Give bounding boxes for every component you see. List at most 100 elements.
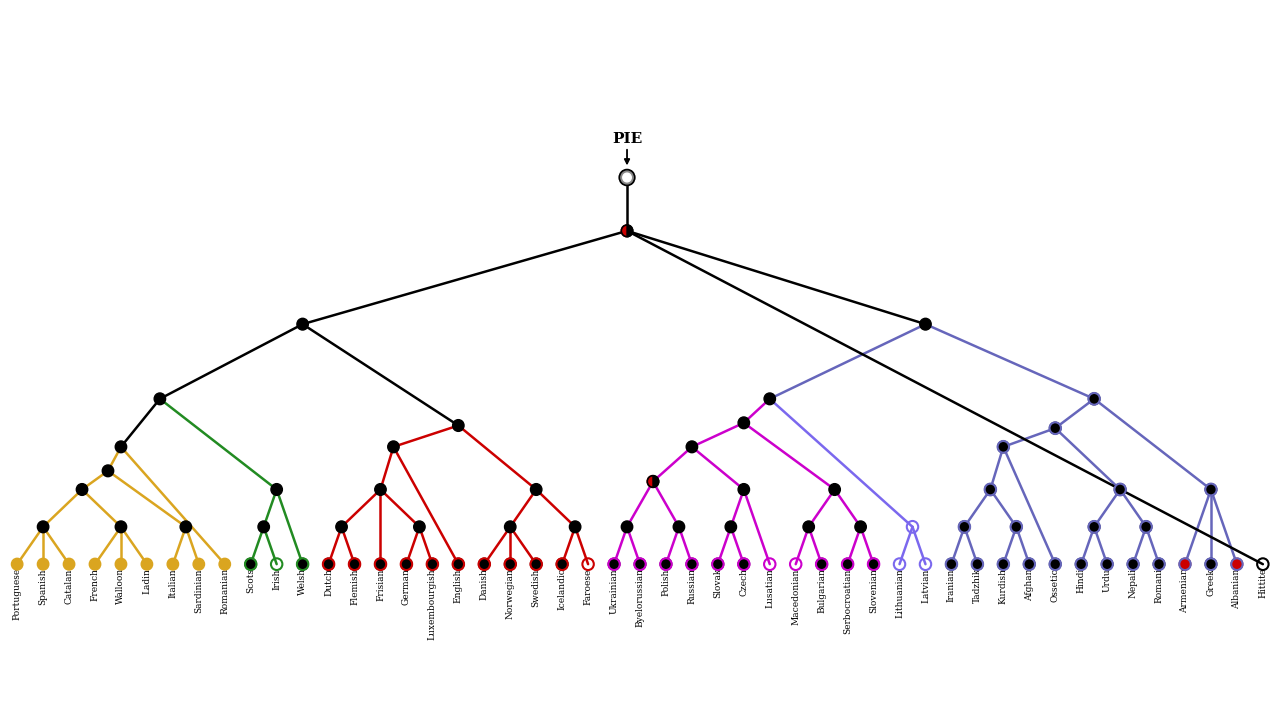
Circle shape bbox=[1050, 423, 1061, 434]
Circle shape bbox=[570, 521, 581, 533]
Circle shape bbox=[1140, 521, 1152, 533]
Circle shape bbox=[1179, 558, 1190, 570]
Text: Macedonian: Macedonian bbox=[791, 568, 800, 624]
Text: Danish: Danish bbox=[480, 568, 489, 600]
Circle shape bbox=[1231, 558, 1243, 570]
Circle shape bbox=[413, 521, 425, 533]
Text: Nepali: Nepali bbox=[1129, 568, 1138, 598]
Text: Italian: Italian bbox=[169, 568, 178, 598]
Circle shape bbox=[335, 521, 347, 533]
Text: Albanian: Albanian bbox=[1233, 568, 1242, 608]
Circle shape bbox=[1050, 558, 1061, 570]
Circle shape bbox=[997, 558, 1009, 570]
Circle shape bbox=[764, 393, 776, 405]
Text: Welsh: Welsh bbox=[298, 568, 307, 596]
Circle shape bbox=[37, 521, 49, 533]
Text: Russian: Russian bbox=[687, 568, 696, 604]
Circle shape bbox=[686, 558, 698, 570]
Circle shape bbox=[855, 521, 867, 533]
Circle shape bbox=[1088, 521, 1100, 533]
Text: Czech: Czech bbox=[740, 568, 749, 596]
Circle shape bbox=[1115, 483, 1126, 495]
Circle shape bbox=[115, 558, 127, 570]
Text: Tadzhik: Tadzhik bbox=[973, 568, 982, 603]
Text: Byelorussian: Byelorussian bbox=[635, 568, 645, 627]
Circle shape bbox=[453, 420, 465, 431]
Circle shape bbox=[453, 558, 465, 570]
Circle shape bbox=[323, 558, 334, 570]
Wedge shape bbox=[648, 475, 653, 488]
Circle shape bbox=[504, 521, 516, 533]
Circle shape bbox=[868, 558, 879, 570]
Text: Sardinian: Sardinian bbox=[195, 568, 204, 613]
Text: Swedish: Swedish bbox=[531, 568, 540, 606]
Circle shape bbox=[673, 521, 685, 533]
Circle shape bbox=[12, 558, 23, 570]
Circle shape bbox=[90, 558, 101, 570]
Text: French: French bbox=[91, 568, 100, 601]
Circle shape bbox=[1153, 558, 1165, 570]
Text: Catalan: Catalan bbox=[64, 568, 73, 603]
Text: Ossetic: Ossetic bbox=[1051, 568, 1060, 602]
Circle shape bbox=[154, 393, 165, 405]
Text: Faroese: Faroese bbox=[584, 568, 593, 605]
Circle shape bbox=[193, 558, 205, 570]
Circle shape bbox=[920, 318, 931, 330]
Circle shape bbox=[141, 558, 152, 570]
Text: Romanian: Romanian bbox=[220, 568, 229, 614]
Circle shape bbox=[972, 558, 983, 570]
Circle shape bbox=[388, 441, 399, 453]
Circle shape bbox=[712, 558, 723, 570]
Text: Ukrainian: Ukrainian bbox=[609, 568, 618, 613]
Circle shape bbox=[401, 558, 412, 570]
Circle shape bbox=[37, 558, 49, 570]
Circle shape bbox=[1011, 521, 1021, 533]
Text: Flemish: Flemish bbox=[349, 568, 358, 605]
Circle shape bbox=[739, 558, 750, 570]
Circle shape bbox=[621, 521, 632, 533]
Circle shape bbox=[660, 558, 672, 570]
Circle shape bbox=[375, 558, 387, 570]
Text: Ladin: Ladin bbox=[142, 568, 151, 594]
Circle shape bbox=[244, 558, 256, 570]
Text: Romani: Romani bbox=[1155, 568, 1164, 603]
Circle shape bbox=[946, 558, 957, 570]
Circle shape bbox=[829, 483, 841, 495]
Circle shape bbox=[1206, 558, 1217, 570]
Circle shape bbox=[426, 558, 438, 570]
Circle shape bbox=[803, 521, 814, 533]
Circle shape bbox=[479, 558, 490, 570]
Circle shape bbox=[1101, 558, 1112, 570]
Circle shape bbox=[271, 483, 283, 495]
Text: Afghan: Afghan bbox=[1025, 568, 1034, 601]
Text: Hittite: Hittite bbox=[1258, 568, 1267, 598]
Text: Norwegian: Norwegian bbox=[506, 568, 515, 619]
Circle shape bbox=[180, 521, 192, 533]
Circle shape bbox=[997, 441, 1009, 453]
Text: Lusatian: Lusatian bbox=[765, 568, 774, 608]
Text: Walloon: Walloon bbox=[116, 568, 125, 604]
Circle shape bbox=[739, 417, 750, 429]
Circle shape bbox=[620, 169, 635, 185]
Text: Iranian: Iranian bbox=[947, 568, 956, 601]
Circle shape bbox=[297, 558, 308, 570]
Circle shape bbox=[1206, 483, 1217, 495]
Circle shape bbox=[115, 441, 127, 453]
Text: German: German bbox=[402, 568, 411, 605]
Text: Hindi: Hindi bbox=[1076, 568, 1085, 593]
Circle shape bbox=[349, 558, 360, 570]
Text: Slovenian: Slovenian bbox=[869, 568, 878, 613]
Text: Urdu: Urdu bbox=[1102, 568, 1111, 592]
Text: Greek: Greek bbox=[1207, 568, 1216, 596]
Text: Icelandic: Icelandic bbox=[558, 568, 567, 610]
Circle shape bbox=[557, 558, 568, 570]
Circle shape bbox=[259, 521, 269, 533]
Text: Serbocroatian: Serbocroatian bbox=[844, 568, 852, 633]
Text: Scots: Scots bbox=[246, 568, 255, 593]
Circle shape bbox=[77, 483, 88, 495]
Circle shape bbox=[815, 558, 827, 570]
Text: Armenian: Armenian bbox=[1180, 568, 1189, 613]
Circle shape bbox=[102, 465, 114, 477]
Circle shape bbox=[739, 483, 750, 495]
Circle shape bbox=[530, 483, 541, 495]
